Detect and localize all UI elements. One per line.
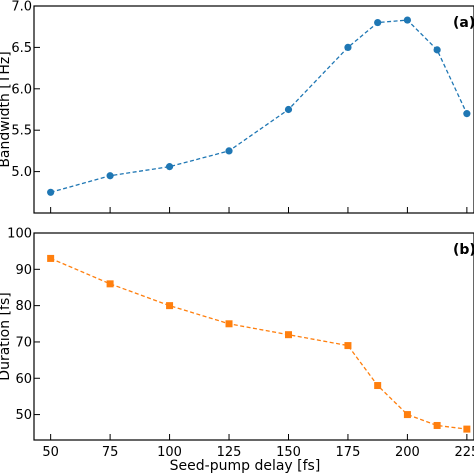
x-tick-label: 175 <box>336 445 361 460</box>
x-tick-label: 150 <box>276 445 301 460</box>
data-point <box>374 382 382 390</box>
data-point <box>225 147 233 155</box>
data-point <box>374 18 382 27</box>
y-tick-label: 6.5 <box>11 41 32 56</box>
data-point <box>344 43 352 52</box>
y-tick-label: 5.5 <box>11 124 32 139</box>
data-point <box>47 254 55 262</box>
data-point <box>166 302 174 310</box>
y-tick-label: 5.0 <box>11 165 32 180</box>
data-point <box>433 421 441 429</box>
panel-a: 5.0 5.5 6.0 6.5 7.0 (a) Bandwidth [THz] <box>0 0 474 214</box>
x-tick-label: 225 <box>454 445 474 460</box>
data-point <box>403 411 411 419</box>
y-axis-label: Duration [fs] <box>0 292 13 380</box>
data-point <box>403 16 412 24</box>
x-tick-label: 100 <box>157 445 182 460</box>
y-tick-label: 60 <box>15 372 32 387</box>
x-tick-label: 75 <box>102 445 119 460</box>
x-tick-label: 200 <box>395 445 420 460</box>
y-tick-label: 70 <box>15 335 32 350</box>
data-point <box>463 425 471 433</box>
data-point <box>433 46 441 54</box>
y-tick-label: 80 <box>15 299 32 314</box>
data-point <box>344 342 352 350</box>
data-point <box>284 331 292 339</box>
data-point <box>165 163 174 171</box>
y-tick-label: 50 <box>15 408 32 423</box>
x-axis-label: Seed-pump delay [fs] <box>170 458 321 474</box>
y-tick-label: 90 <box>15 263 32 278</box>
data-point <box>284 105 293 114</box>
y-axis-label: Bandwidth [THz] <box>0 51 13 167</box>
data-point <box>463 110 471 118</box>
data-point <box>106 280 114 288</box>
y-tick-label: 6.0 <box>11 82 32 97</box>
x-tick-label: 50 <box>42 445 59 460</box>
series-line <box>50 19 468 193</box>
panel-label: (a) <box>453 15 474 31</box>
data-point <box>225 320 233 328</box>
data-point <box>106 172 114 180</box>
panel-label: (b) <box>453 242 474 258</box>
x-tick-label: 125 <box>217 445 242 460</box>
y-tick-label: 100 <box>7 227 32 242</box>
panel-b: 50 60 70 80 90 100 50 75 100 125 150 175 200 225 (b) Du… <box>0 227 474 474</box>
plot-frame <box>33 232 474 441</box>
data-point <box>47 188 55 196</box>
y-tick-label: 7.0 <box>11 0 32 15</box>
series-line <box>50 257 467 430</box>
plot-frame <box>33 5 474 214</box>
